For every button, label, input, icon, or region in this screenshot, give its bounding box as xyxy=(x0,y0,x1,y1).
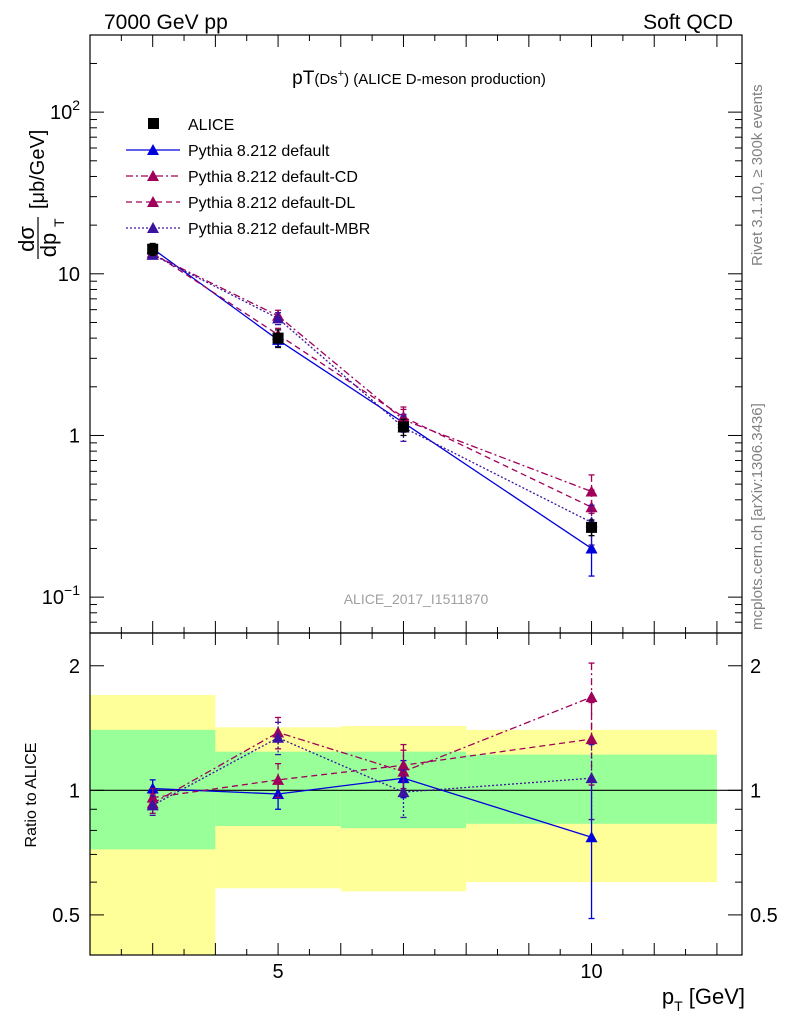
ratio-point-pythia-8-212-default-mbr-3 xyxy=(585,772,598,784)
legend-entry-pythia-8-212-default: Pythia 8.212 default xyxy=(126,143,330,160)
main-point-alice-1 xyxy=(272,332,284,344)
ratio-point-pythia-8-212-default-mbr-1 xyxy=(272,731,285,743)
x-tick-label-10: 10 xyxy=(580,961,602,983)
ratio-point-pythia-8-212-default-cd-3 xyxy=(585,691,598,703)
legend-label-pythia-8-212-default: Pythia 8.212 default xyxy=(188,143,330,160)
ratio-ylabel: Ratio to ALICE xyxy=(23,743,40,848)
header-right: Soft QCD xyxy=(643,11,733,34)
legend-marker-pythia-8-212-default-cd xyxy=(147,170,159,181)
legend-entry-pythia-8-212-default-cd: Pythia 8.212 default-CD xyxy=(126,169,358,186)
legend-label-pythia-8-212-default-dl: Pythia 8.212 default-DL xyxy=(188,195,355,212)
ratio-line-pythia-8-212-default-dl xyxy=(152,738,592,799)
ratio-series-pythia-8-212-default-mbr xyxy=(146,721,598,821)
header-left: 7000 GeV pp xyxy=(104,11,228,34)
ratio-y-tick-label-left-2: 2 xyxy=(69,656,80,678)
ratio-point-pythia-8-212-default-mbr-2 xyxy=(397,786,410,798)
ylabel-denominator-sub: T xyxy=(51,218,67,227)
legend-label-alice: ALICE xyxy=(188,117,234,134)
legend-label-pythia-8-212-default-mbr: Pythia 8.212 default-MBR xyxy=(188,221,370,238)
main-line-pythia-8-212-default-mbr xyxy=(152,254,592,523)
main-y-tick-label-0: 102 xyxy=(50,97,80,124)
ratio-y-tick-label-right-1: 1 xyxy=(750,780,761,802)
ratio-point-pythia-8-212-default-1 xyxy=(272,787,285,799)
ratio-line-pythia-8-212-default-cd xyxy=(152,696,592,804)
ylabel-numerator: dσ xyxy=(14,226,39,252)
main-series-alice xyxy=(147,242,598,537)
ratio-point-pythia-8-212-default-3 xyxy=(585,831,598,843)
main-y-tick-label-3: 10−1 xyxy=(42,582,80,609)
ylabel-unit: [μb/GeV] xyxy=(27,130,49,209)
legend-entry-pythia-8-212-default-dl: Pythia 8.212 default-DL xyxy=(126,195,355,212)
ylabel-denominator: dp xyxy=(36,233,61,257)
chart-title: pT(Ds+) (ALICE D-meson production) xyxy=(292,68,546,89)
main-ylabel: dσ dp T [μb/GeV] xyxy=(14,130,67,259)
ratio-frame xyxy=(89,632,743,956)
uncertainty-bands xyxy=(90,694,742,955)
legend-label-pythia-8-212-default-cd: Pythia 8.212 default-CD xyxy=(188,169,358,186)
ratio-line-pythia-8-212-default-mbr xyxy=(152,737,592,806)
ratio-point-pythia-8-212-default-dl-3 xyxy=(585,733,598,745)
main-point-alice-0 xyxy=(147,243,159,255)
legend-entry-alice: ALICE xyxy=(148,117,234,134)
main-series-pythia-8-212-default-cd xyxy=(146,248,598,514)
ratio-y-tick-label-left-1: 1 xyxy=(69,780,80,802)
main-line-pythia-8-212-default-dl xyxy=(152,252,592,508)
x-tick-label-5: 5 xyxy=(273,961,284,983)
ratio-y-tick-label-left-0.5: 0.5 xyxy=(52,905,80,927)
ratio-series-layer xyxy=(146,662,598,920)
main-y-tick-label-1: 10 xyxy=(58,264,80,286)
ratio-y-tick-label-right-2: 2 xyxy=(750,656,761,678)
main-series-layer xyxy=(146,242,598,577)
side-text-top: Rivet 3.1.10, ≥ 300k events xyxy=(749,84,766,266)
analysis-watermark: ALICE_2017_I1511870 xyxy=(344,591,489,607)
main-y-tick-label-2: 1 xyxy=(69,425,80,447)
legend-marker-pythia-8-212-default-dl xyxy=(147,196,159,207)
legend-marker-pythia-8-212-default xyxy=(147,144,159,155)
ratio-y-tick-label-right-0.5: 0.5 xyxy=(750,905,778,927)
legend-marker-pythia-8-212-default-mbr xyxy=(147,222,159,233)
legend-entry-pythia-8-212-default-mbr: Pythia 8.212 default-MBR xyxy=(126,221,370,238)
side-text-bottom: mcplots.cern.ch [arXiv:1306.3436] xyxy=(749,403,766,630)
legend-marker-alice xyxy=(148,118,159,129)
axes: 5 10 102 10 1 10−1 0.5 0.5 1 1 2 2 xyxy=(42,34,778,983)
main-series-pythia-8-212-default-dl xyxy=(146,246,598,531)
legend: ALICE Pythia 8.212 default Pythia 8.212 de… xyxy=(126,117,370,238)
ratio-point-pythia-8-212-default-dl-1 xyxy=(272,773,285,785)
main-line-pythia-8-212-default-cd xyxy=(152,253,592,493)
ratio-line-pythia-8-212-default xyxy=(152,777,592,838)
main-point-pythia-8-212-default-3 xyxy=(585,542,598,554)
xlabel: pT [GeV] xyxy=(662,984,745,1014)
main-point-alice-2 xyxy=(397,421,409,433)
main-line-pythia-8-212-default xyxy=(152,248,592,550)
main-point-alice-3 xyxy=(586,521,598,533)
ratio-point-pythia-8-212-default-mbr-0 xyxy=(146,799,159,811)
main-point-pythia-8-212-default-mbr-1 xyxy=(272,312,285,324)
ratio-point-pythia-8-212-default-dl-2 xyxy=(397,759,410,771)
